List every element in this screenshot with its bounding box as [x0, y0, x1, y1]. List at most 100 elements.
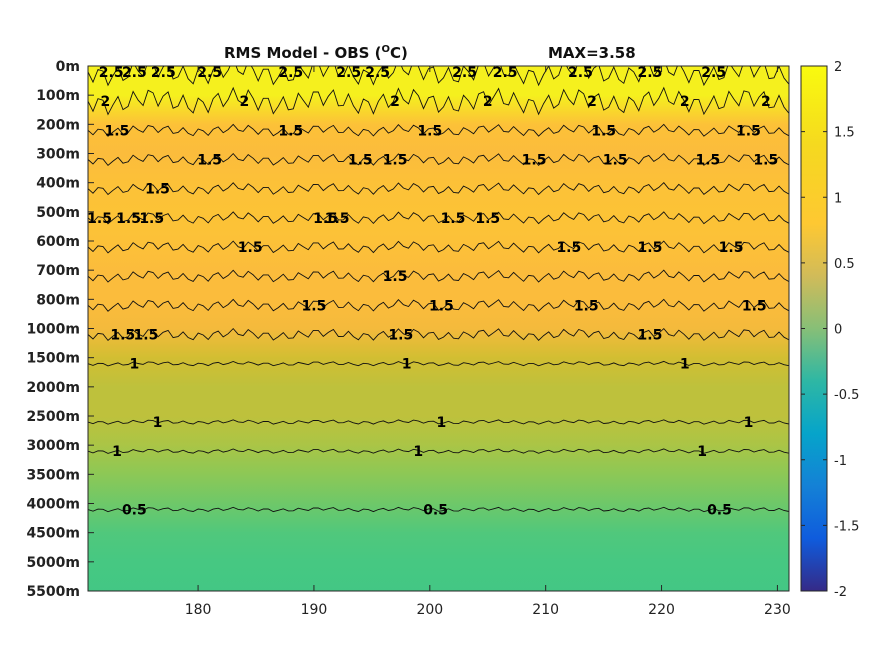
heat-band	[88, 211, 789, 242]
y-tick-label: 2500m	[26, 409, 80, 425]
x-tick-label: 220	[648, 602, 675, 618]
y-tick-label: 5500m	[26, 584, 80, 600]
contour-line	[88, 419, 789, 425]
colorbar-tick-label: -1	[834, 454, 847, 469]
colorbar-tick-label: -2	[834, 585, 847, 600]
contour-label: 2	[680, 94, 690, 110]
contour-line	[88, 448, 789, 454]
contour-label: 1.5	[719, 240, 744, 256]
contour-label: 1.5	[522, 153, 547, 169]
contour-label: 1.5	[429, 298, 454, 314]
contour-labels: 2.52.5 2.5 2.5 2.5 2.5 2.5 2.5 2.5 2.5 2.5 2.52 2 2 2…	[87, 65, 778, 519]
chart-title: RMS Model - OBS (OC) MAX=3.58	[224, 44, 636, 62]
colorbar-gradient	[800, 65, 828, 592]
contour-label: 1	[129, 357, 139, 373]
contour-label: 0.5	[707, 503, 732, 519]
y-tick-label: 600m	[36, 234, 80, 250]
heat-bands	[88, 66, 789, 591]
colorbar-tick-label: -0.5	[834, 388, 859, 403]
contour-label: 2	[240, 94, 250, 110]
contour-label: 0.5	[423, 503, 448, 519]
contour-label: 1.5	[742, 298, 767, 314]
max-label: MAX=3.58	[548, 44, 636, 62]
y-axis: 0m 100m 200m 300m 400m 500m 600m 700m 800m 1000m 1…	[26, 59, 94, 600]
contour-label: 1.5	[139, 211, 164, 227]
contour-line	[88, 240, 789, 254]
contour-label: 2	[587, 94, 597, 110]
contour-label: 1.5	[278, 123, 303, 139]
contour-label: 2.5	[701, 65, 726, 81]
y-tick-label: 5000m	[26, 555, 80, 571]
x-tick-label: 210	[532, 602, 559, 618]
colorbar-ticks: 2 1.5 1 0.5 0 -0.5 -1 -1.5 -2	[801, 60, 859, 600]
contour-label: 1	[153, 415, 163, 431]
x-tick-label: 230	[764, 602, 791, 618]
contour-label: 2	[761, 94, 771, 110]
contour-label: 1.5	[313, 211, 338, 227]
contour-label: 2.5	[365, 65, 390, 81]
contour-label: 2.5	[99, 65, 124, 81]
y-tick-label: 800m	[36, 292, 80, 308]
contour-line	[88, 360, 789, 367]
contour-label: 1.5	[753, 153, 778, 169]
contour-label: 1.5	[638, 328, 663, 344]
y-tick-label: 3000m	[26, 438, 80, 454]
contour-label: 1.5	[603, 153, 628, 169]
contour-label: 1	[112, 444, 122, 460]
y-tick-label: 700m	[36, 263, 80, 279]
x-tick-label: 180	[185, 602, 212, 618]
colorbar-tick-label: 2	[834, 60, 842, 75]
contour-label: 1.5	[116, 211, 141, 227]
contour-label: 2.5	[493, 65, 518, 81]
contour-label: 1.5	[638, 240, 663, 256]
contour-label: 2	[390, 94, 400, 110]
title-text: RMS Model - OBS (OC)	[224, 44, 408, 62]
heat-band	[88, 124, 789, 154]
contour-label: 1.5	[591, 123, 616, 139]
contour-label: 1.5	[325, 211, 350, 227]
x-axis: 180 190 200 210 220 230	[185, 66, 791, 618]
colorbar-tick-label: 1	[834, 191, 842, 206]
contour-label: 1.5	[145, 182, 170, 198]
contour-label: 1.5	[348, 153, 373, 169]
heat-band	[88, 532, 789, 563]
contour-label: 1	[744, 415, 754, 431]
y-tick-label: 300m	[36, 147, 80, 163]
contour-label: 0.5	[122, 503, 147, 519]
y-tick-label: 1500m	[26, 351, 80, 367]
contour-label: 1.5	[238, 240, 263, 256]
contour-label: 2.5	[151, 65, 176, 81]
contour-line	[88, 327, 789, 342]
colorbar-tick-label: -1.5	[834, 519, 859, 534]
colorbar-tick-label: 0	[834, 323, 842, 338]
heat-band	[88, 328, 789, 359]
contour-label: 2.5	[122, 65, 147, 81]
heat-band	[88, 182, 789, 213]
contour-label: 1.5	[302, 298, 327, 314]
contour-label: 2.5	[336, 65, 361, 81]
y-tick-label: 100m	[36, 88, 80, 104]
contour-label: 1.5	[736, 123, 761, 139]
y-tick-label: 4000m	[26, 497, 80, 513]
heat-band	[88, 386, 789, 417]
contour-line	[88, 66, 789, 87]
plot-area: 2.52.5 2.5 2.5 2.5 2.5 2.5 2.5 2.5 2.5 2.5 2.52 2 2 2…	[87, 65, 790, 592]
contour-lines	[88, 66, 789, 513]
contour-label: 1.5	[383, 153, 408, 169]
contour-line	[88, 123, 789, 137]
contour-line	[88, 86, 789, 116]
colorbar: 2 1.5 1 0.5 0 -0.5 -1 -1.5 -2	[800, 60, 859, 600]
y-tick-label: 2000m	[26, 380, 80, 396]
contour-label: 1	[697, 444, 707, 460]
contour-label: 1.5	[695, 153, 720, 169]
heat-band	[88, 503, 789, 534]
contour-label: 1	[437, 415, 447, 431]
contour-label: 2	[483, 94, 493, 110]
y-tick-label: 1000m	[26, 322, 80, 338]
contour-label: 1.5	[383, 269, 408, 285]
heat-band	[88, 561, 789, 591]
heat-band	[88, 66, 789, 96]
contour-line	[88, 182, 789, 196]
contour-label: 1.5	[388, 328, 413, 344]
